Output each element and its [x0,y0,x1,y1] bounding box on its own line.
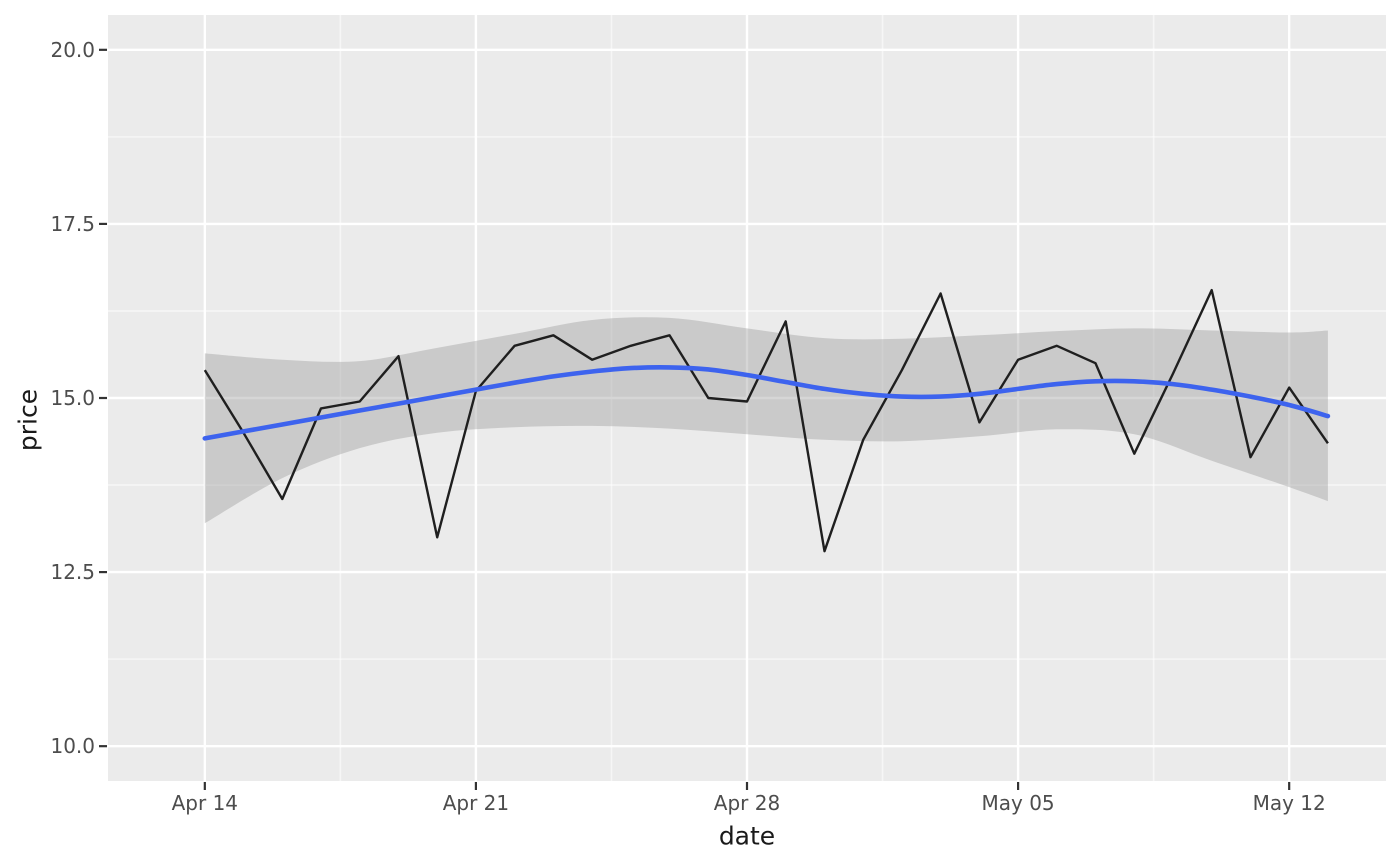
x-tick-label: May 12 [1253,791,1326,815]
price-line [203,288,1329,553]
smooth-line [202,364,1331,441]
x-tick-label: Apr 14 [172,791,238,815]
y-tick-label: 15.0 [50,386,95,410]
x-tick-label: Apr 21 [443,791,509,815]
y-tick-label: 17.5 [50,212,95,236]
x-axis-title: date [718,821,776,851]
x-tick-label: May 05 [982,791,1055,815]
y-axis-title: price [13,388,43,452]
y-tick-label: 10.0 [50,734,95,758]
y-tick-label: 12.5 [50,560,95,584]
x-tick-label: Apr 28 [714,791,780,815]
y-tick-label: 20.0 [50,38,95,62]
confidence-ribbon [204,317,1328,524]
